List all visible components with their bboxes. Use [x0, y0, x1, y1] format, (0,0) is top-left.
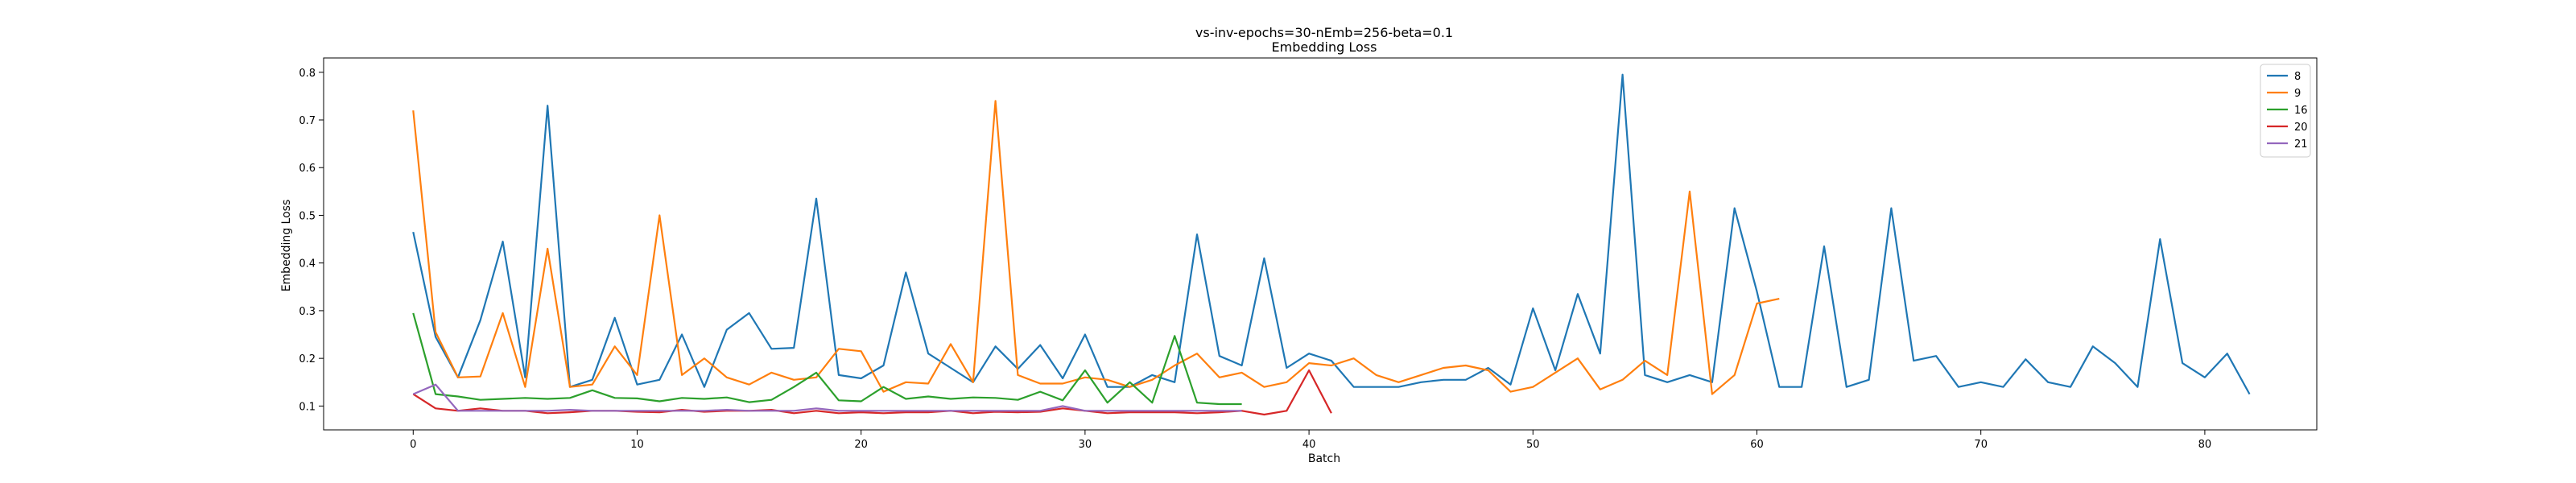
series-line-16: [412, 312, 1242, 406]
chart-subtitle: Embedding Loss: [1272, 39, 1377, 55]
y-tick-label: 0.5: [299, 210, 316, 222]
y-axis: 0.1 0.2 0.3 0.4 0.5 0.6 0.7 0.8: [299, 68, 324, 413]
legend-label: 20: [2294, 122, 2308, 134]
series-lines: [412, 73, 2251, 416]
series-line-9: [412, 100, 1780, 395]
legend-label: 8: [2294, 71, 2301, 83]
x-axis-label: Batch: [1308, 452, 1340, 465]
chart-title: vs-inv-epochs=30-nEmb=256-beta=0.1: [1195, 25, 1453, 40]
x-tick-label: 80: [2198, 439, 2212, 451]
y-tick-label: 0.8: [299, 68, 316, 80]
legend-label: 9: [2294, 88, 2301, 100]
series-line-21: [412, 383, 1242, 412]
x-tick-label: 40: [1302, 439, 1316, 451]
legend-box: [2260, 64, 2311, 158]
y-tick-label: 0.7: [299, 115, 316, 127]
y-tick-label: 0.3: [299, 306, 316, 318]
legend-label: 21: [2294, 138, 2308, 151]
x-tick-label: 20: [854, 439, 868, 451]
y-tick-label: 0.4: [299, 258, 316, 270]
plot-area: [323, 57, 2318, 431]
x-axis: 0 10 20 30 40 50 60 70 80: [410, 430, 2211, 451]
x-tick-label: 30: [1079, 439, 1092, 451]
legend: 8 9 16 20 21: [2260, 64, 2311, 158]
x-tick-label: 60: [1750, 439, 1764, 451]
x-tick-label: 10: [630, 439, 644, 451]
y-tick-label: 0.6: [299, 163, 316, 175]
y-tick-label: 0.1: [299, 401, 316, 413]
x-tick-label: 0: [410, 439, 416, 451]
x-tick-label: 70: [1974, 439, 1988, 451]
legend-label: 16: [2294, 105, 2308, 117]
y-tick-label: 0.2: [299, 353, 316, 365]
series-line-8: [412, 73, 2251, 395]
series-line-20: [412, 369, 1332, 416]
y-axis-label: Embedding Loss: [280, 200, 293, 292]
x-tick-label: 50: [1526, 439, 1540, 451]
